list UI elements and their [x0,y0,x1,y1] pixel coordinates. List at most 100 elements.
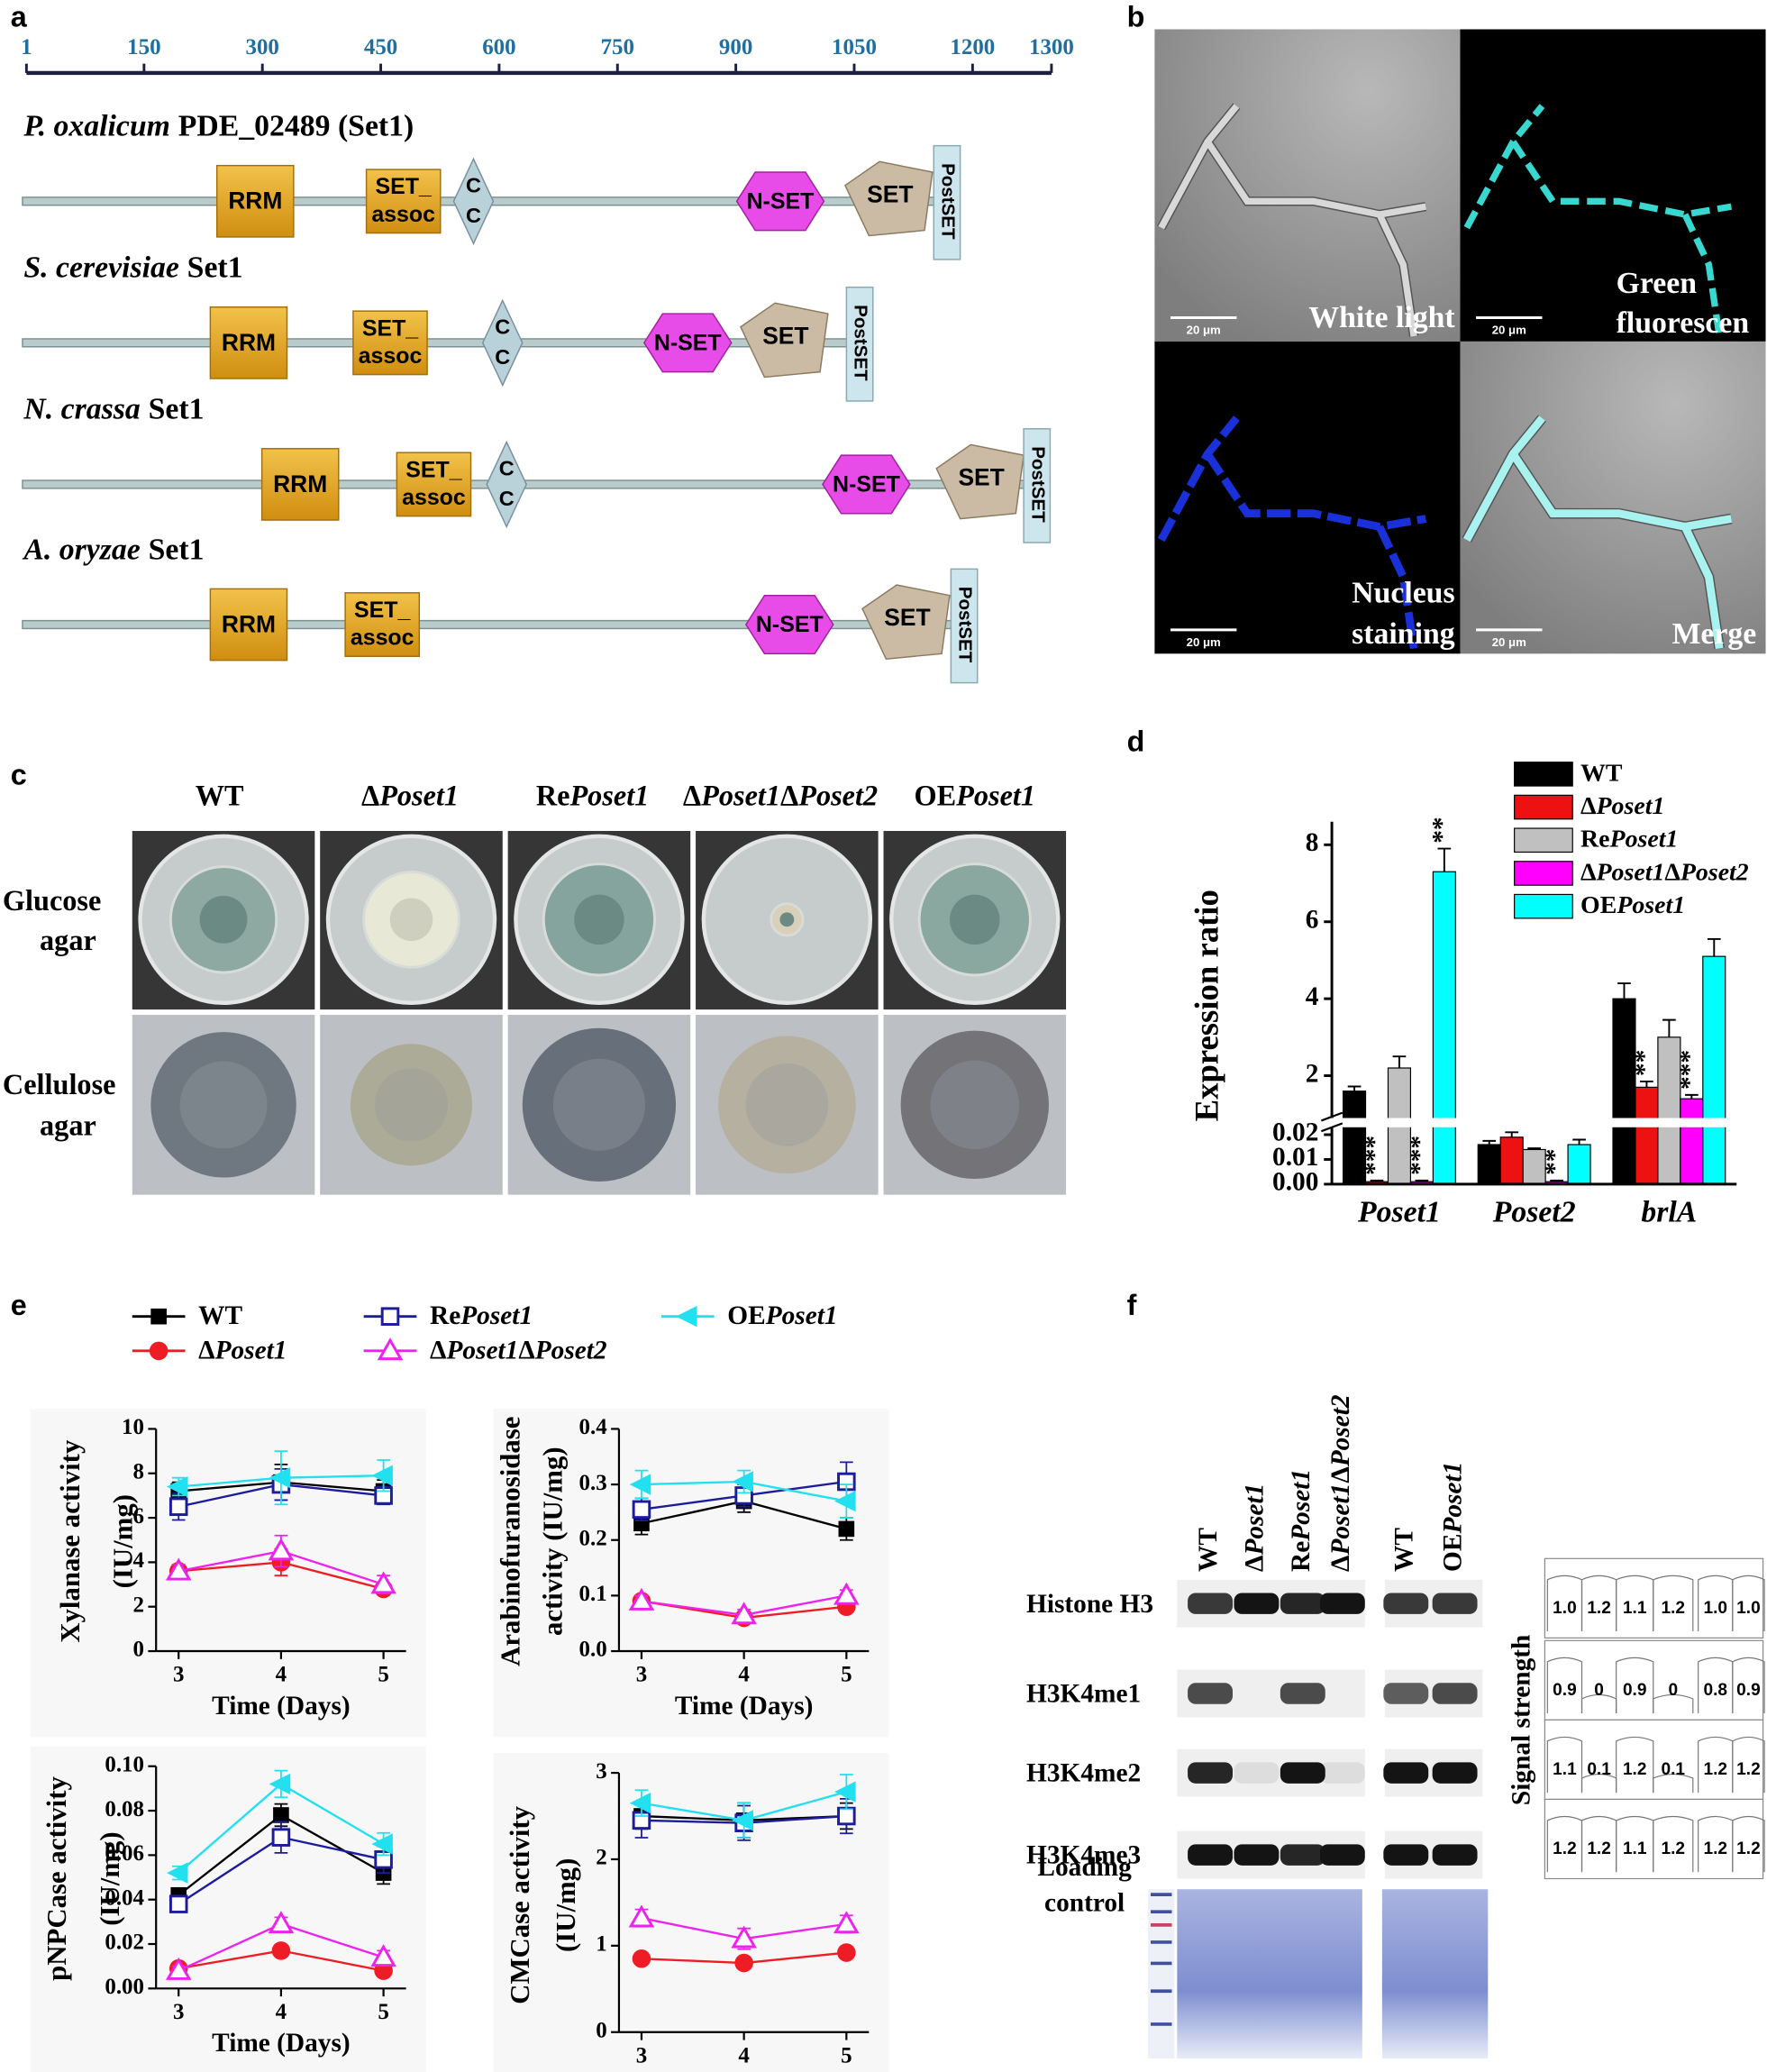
x-tick-label: 4 [738,1663,749,1687]
micrograph-label: White light [1308,301,1455,334]
panel-label: c [11,758,27,790]
species: A. oryzae [22,533,140,566]
text-run: WT [1580,760,1623,788]
marker [271,1828,291,1847]
ruler-tick-label: 450 [364,35,397,59]
domain-label: C [495,345,510,369]
y-tick-label: 0.0 [579,1638,607,1662]
bar [1612,998,1636,1185]
signal-value: 1.2 [1623,1760,1647,1779]
domain-set [861,584,951,660]
text-run: Poset2 [534,1336,607,1365]
text-run: WT [1389,1528,1418,1572]
blot-band [1319,1593,1365,1614]
error-bar [1370,1179,1384,1182]
signal-value: 1.0 [1703,1599,1727,1618]
marker [273,1807,289,1823]
domain-label: SET_ [405,457,462,482]
domain-coiled-coil [481,298,524,388]
marker [732,1810,753,1831]
domain-label: SET_ [354,598,411,623]
micrograph [1460,341,1766,654]
lane-label: WT [1194,1528,1223,1572]
blot-row-label: H3K4me2 [1026,1759,1141,1788]
domain-set-assoc [344,592,421,657]
domain-coiled-coil [486,440,528,529]
bar [1342,1091,1367,1185]
domain-label: RRM [228,187,282,215]
lane-label: ΔPoset1 [1240,1483,1269,1572]
y-tick-label: 6 [1306,905,1319,934]
plate-column-label: ΔPoset1ΔPoset2 [683,780,878,812]
signal-value: 1.2 [1736,1839,1761,1858]
y-tick-label: 0.01 [1272,1143,1318,1172]
protein-name: S. cerevisiae Set1 [23,251,242,284]
domain-rrm [215,164,295,238]
text-run: WT [1194,1528,1223,1572]
clearing-halo [718,1036,856,1174]
text-run: Re [430,1301,460,1330]
domain-post-set [1023,428,1052,543]
signal-value: 0 [1668,1681,1678,1700]
legend-label: ΔPoset1 [1580,792,1664,820]
y-tick-label: 8 [133,1459,144,1483]
hypha [1158,104,1426,337]
blot-band [1432,1593,1478,1614]
y-tick-label: 0.02 [1272,1118,1318,1147]
y-tick-label: 8 [1306,828,1319,857]
marker [269,1466,291,1489]
x-tick-label: 5 [841,1663,852,1687]
blot-band [1432,1844,1478,1866]
micrograph-label: staining [1352,617,1455,651]
blot-band [1432,1762,1478,1784]
domain-label: C [466,204,481,227]
plot-background [30,1746,426,2072]
scale-bar-label: 20 μm [1187,635,1221,649]
blot-band [1280,1683,1325,1704]
domain-label: RRM [273,470,327,497]
panel-label: a [11,0,28,32]
signal-profile [1546,1736,1583,1794]
blot-band [1319,1762,1365,1784]
legend-label: ΔPoset1 [198,1336,287,1365]
signal-value: 0.1 [1662,1760,1686,1779]
colony-center [779,912,795,927]
y-axis-label: (IU/mg) [108,1494,139,1588]
legend-marker [149,1341,169,1361]
plate-column-label: ΔPoset1 [361,780,459,812]
ruler-tick-label: 750 [601,35,634,59]
domain-set [740,302,829,379]
blot-band [1280,1762,1325,1784]
marker [833,1582,860,1605]
domain-label: SET [762,322,808,349]
domain-rrm [209,588,288,662]
text-run: OE [915,780,957,812]
blot-row-label: H3K4me3 [1026,1841,1141,1870]
blot-band [1383,1762,1429,1784]
halo-center [552,1058,645,1151]
domain-set-assoc [365,169,442,234]
plot-background [493,1753,889,2072]
domain-label: PostSET [851,305,871,381]
blot-band [1234,1844,1280,1866]
signal-value: 1.1 [1623,1839,1647,1858]
marker [633,1515,650,1532]
protein: PDE_02489 (Set1) [178,109,414,142]
x-tick-label: 3 [636,1663,647,1687]
blot-band [1234,1593,1280,1614]
domain-label: C [466,173,481,196]
bar [1477,1144,1501,1185]
ruler-tick-label: 150 [127,35,160,59]
y-tick-label: 4 [1306,982,1319,1011]
panel-label: e [11,1289,27,1321]
marker [734,1953,753,1973]
bar [1567,1144,1591,1185]
error-bar [1482,1139,1497,1145]
text-run: OE [727,1301,765,1330]
signal-value: 1.2 [1662,1839,1686,1858]
protein-name: A. oryzae Set1 [22,533,204,566]
significance: ** [1630,1050,1659,1076]
marker [731,1925,757,1949]
y-tick-label: 0.04 [105,1885,144,1910]
signal-value: 1.1 [1553,1760,1577,1779]
